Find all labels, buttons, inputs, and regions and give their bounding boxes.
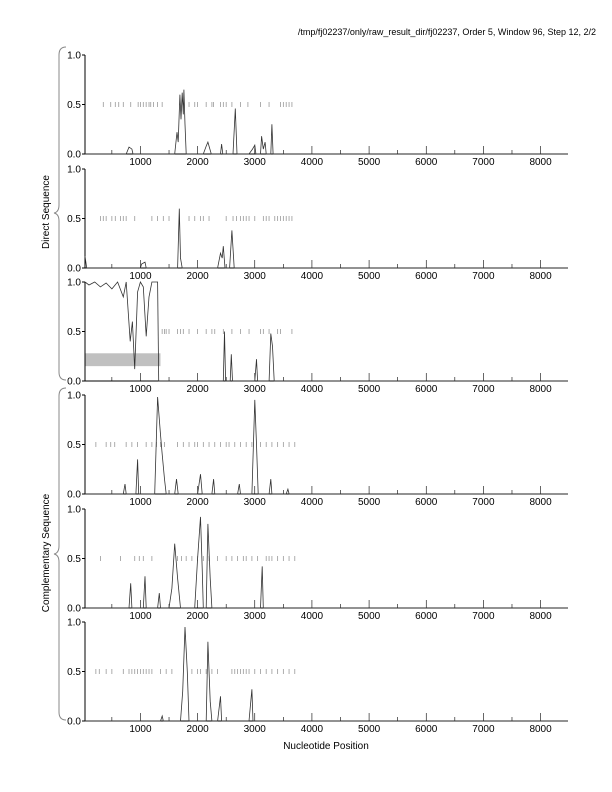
x-tick-label: 6000 (415, 157, 438, 168)
y-tick-label: 0.5 (67, 214, 81, 225)
x-tick-label: 5000 (358, 157, 381, 168)
y-tick-label: 0.0 (67, 150, 81, 161)
x-tick-label: 2000 (186, 384, 209, 395)
series-line (85, 396, 568, 495)
x-tick-label: 1000 (129, 271, 152, 282)
x-tick-label: 7000 (472, 157, 495, 168)
bracket-complementary (53, 387, 67, 721)
bracket-direct (53, 46, 67, 381)
x-tick-label: 3000 (244, 271, 267, 282)
x-tick-label: 1000 (129, 157, 152, 168)
x-tick-label: 4000 (301, 157, 324, 168)
y-tick-label: 0.0 (67, 264, 81, 275)
x-tick-label: 6000 (415, 384, 438, 395)
x-tick-label: 3000 (244, 724, 267, 735)
panel-6: 0.0 0.5 1.0 1000 2000 3000 4000 5000 6000 7000 800… (67, 618, 568, 735)
y-tick-label: 1.0 (67, 391, 81, 402)
x-tick-label: 7000 (472, 271, 495, 282)
series-line (85, 516, 568, 609)
y-tick-label: 0.5 (67, 100, 81, 111)
panel-3: 0.0 0.5 1.0 1000 2000 3000 4000 5000 6000 7000 800… (67, 278, 568, 395)
x-tick-label: 2000 (186, 497, 209, 508)
x-tick-label: 5000 (358, 271, 381, 282)
y-tick-label: 1.0 (67, 278, 81, 289)
y-tick-label: 1.0 (67, 618, 81, 629)
x-tick-label: 2000 (186, 611, 209, 622)
x-tick-label: 7000 (472, 611, 495, 622)
x-tick-label: 7000 (472, 724, 495, 735)
x-tick-label: 1000 (129, 611, 152, 622)
x-tick-label: 5000 (358, 497, 381, 508)
series-line (84, 208, 568, 269)
x-tick-label: 5000 (358, 611, 381, 622)
y-tick-label: 0.5 (67, 327, 81, 338)
x-tick-label: 1000 (129, 497, 152, 508)
x-tick-label: 2000 (186, 724, 209, 735)
panel-5: 0.0 0.5 1.0 1000 2000 3000 4000 5000 6000 7000 800… (67, 505, 568, 622)
x-tick-label: 7000 (472, 384, 495, 395)
x-tick-label: 6000 (415, 271, 438, 282)
x-tick-label: 3000 (244, 384, 267, 395)
panel-4: 0.0 0.5 1.0 1000 2000 3000 4000 5000 6000 7000 800… (67, 391, 568, 508)
x-tick-label: 8000 (529, 611, 552, 622)
x-tick-label: 8000 (529, 724, 552, 735)
x-tick-label: 6000 (415, 497, 438, 508)
y-tick-label: 0.5 (67, 667, 81, 678)
x-tick-label: 7000 (472, 497, 495, 508)
x-axis-label: Nucleotide Position (283, 741, 369, 752)
y-tick-label: 0.5 (67, 554, 81, 565)
x-tick-label: 3000 (244, 157, 267, 168)
x-tick-label: 6000 (415, 611, 438, 622)
x-tick-label: 5000 (358, 384, 381, 395)
x-tick-label: 1000 (129, 384, 152, 395)
x-tick-label: 2000 (186, 271, 209, 282)
x-tick-label: 8000 (529, 497, 552, 508)
x-tick-label: 4000 (301, 271, 324, 282)
x-tick-label: 4000 (301, 384, 324, 395)
group-label-complementary: Complementary Sequence (41, 493, 52, 612)
panel-2: 0.0 0.5 1.0 1000 2000 3000 4000 5000 6000 7000 800… (67, 165, 568, 282)
y-tick-label: 0.0 (67, 490, 81, 501)
x-tick-label: 5000 (358, 724, 381, 735)
y-tick-label: 0.0 (67, 377, 81, 388)
y-tick-label: 1.0 (67, 51, 81, 62)
x-tick-label: 3000 (244, 611, 267, 622)
x-tick-label: 8000 (529, 271, 552, 282)
group-label-direct: Direct Sequence (41, 175, 52, 249)
x-tick-label: 4000 (301, 497, 324, 508)
y-tick-label: 1.0 (67, 505, 81, 516)
x-tick-label: 3000 (244, 497, 267, 508)
y-tick-label: 0.0 (67, 717, 81, 728)
series-line (85, 89, 568, 155)
panel-1: 0.0 0.5 1.0 1000 2000 3000 4000 5000 6000 7000 800… (67, 51, 568, 168)
series-line (85, 626, 568, 722)
y-tick-label: 1.0 (67, 165, 81, 176)
y-tick-label: 0.0 (67, 604, 81, 615)
series-line (84, 280, 568, 382)
x-tick-label: 4000 (301, 611, 324, 622)
x-tick-label: 6000 (415, 724, 438, 735)
chart-title: /tmp/fj02237/only/raw_result_dir/fj02237… (298, 27, 596, 37)
shaded-region (85, 353, 161, 367)
x-tick-label: 8000 (529, 384, 552, 395)
x-tick-label: 8000 (529, 157, 552, 168)
x-tick-label: 2000 (186, 157, 209, 168)
y-tick-label: 0.5 (67, 440, 81, 451)
x-tick-label: 1000 (129, 724, 152, 735)
x-tick-label: 4000 (301, 724, 324, 735)
